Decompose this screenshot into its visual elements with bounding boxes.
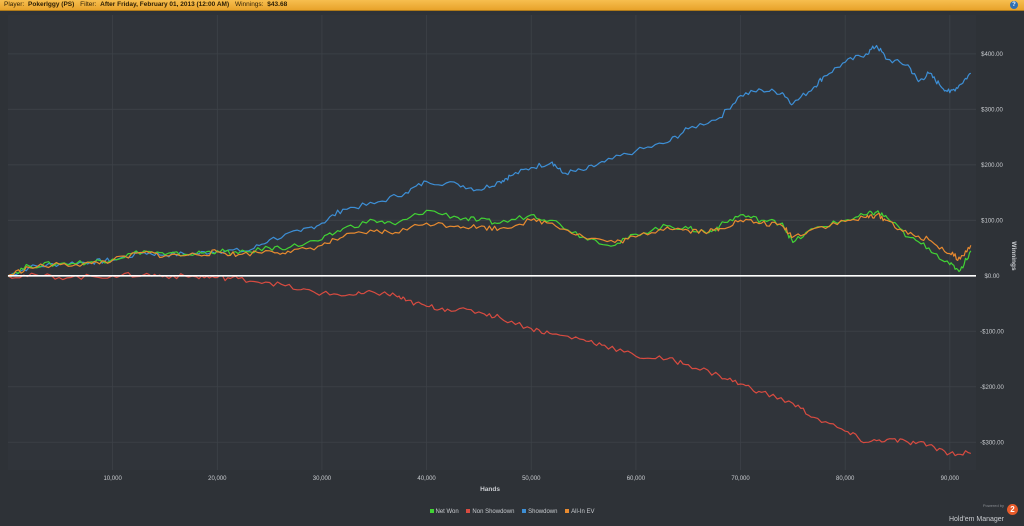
y-tick-label: $300.00 [981, 107, 1003, 113]
legend-swatch [522, 509, 527, 514]
chart-legend: Net Won Non Showdown Showdown All-In EV [0, 509, 1024, 515]
legend-label: Showdown [528, 509, 558, 515]
winnings-value: $43.68 [267, 1, 288, 8]
header-bar: Player: Pokerlggy (PS) Filter: After Fri… [0, 0, 1024, 11]
y-tick-label: $0.00 [984, 274, 1000, 280]
legend-swatch [565, 509, 570, 514]
legend-label: Non Showdown [472, 509, 515, 515]
y-tick-label: $100.00 [981, 218, 1003, 224]
legend-item[interactable]: All-In EV [565, 509, 594, 515]
y-tick-label: $400.00 [981, 52, 1003, 58]
legend-swatch [429, 509, 434, 514]
series-lines [7, 44, 972, 457]
legend-label: Net Won [435, 509, 459, 515]
y-tick-label: $200.00 [981, 163, 1003, 169]
legend-label: All-In EV [571, 509, 595, 515]
brand-badge: Powered by Hold'em Manager 2 [949, 503, 1018, 526]
filter-label: Filter: [80, 1, 97, 8]
y-tick-label: -$200.00 [980, 385, 1004, 391]
legend-swatch [466, 509, 471, 514]
x-tick-label: 20,000 [208, 476, 227, 482]
tick-labels: 10,000 20,000 30,000 40,000 50,000 60,000 70,0… [103, 52, 1004, 482]
x-tick-label: 30,000 [313, 476, 332, 482]
x-tick-label: 70,000 [731, 476, 750, 482]
player-value: Pokerlggy (PS) [28, 1, 75, 8]
grid [8, 15, 976, 470]
brand-logo-icon: 2 [1007, 504, 1018, 515]
legend-item[interactable]: Showdown [522, 509, 557, 515]
x-tick-label: 50,000 [522, 476, 541, 482]
y-axis-label: Winnings [1010, 241, 1017, 271]
series-line-net-won[interactable] [7, 209, 972, 278]
legend-item[interactable]: Net Won [429, 509, 459, 515]
x-tick-label: 40,000 [417, 476, 436, 482]
x-axis-label: Hands [480, 486, 500, 493]
y-tick-label: -$100.00 [980, 329, 1004, 335]
brand-name: Hold'em Manager [948, 516, 1004, 523]
x-tick-label: 10,000 [103, 476, 122, 482]
legend-item[interactable]: Non Showdown [466, 509, 514, 515]
player-label: Player: [4, 1, 25, 8]
x-tick-label: 90,000 [941, 476, 960, 482]
powered-by-text: Powered by [982, 503, 1004, 508]
y-tick-label: -$300.00 [980, 440, 1004, 446]
help-icon[interactable]: ? [1010, 1, 1018, 9]
series-line-all-in-ev[interactable] [7, 212, 972, 277]
filter-value[interactable]: After Friday, February 01, 2013 (12:00 A… [100, 1, 230, 8]
series-line-non-showdown[interactable] [7, 271, 971, 457]
winnings-label: Winnings: [234, 1, 264, 8]
x-tick-label: 80,000 [836, 476, 855, 482]
winnings-chart: 10,000 20,000 30,000 40,000 50,000 60,000 70,0… [7, 15, 1017, 493]
x-tick-label: 60,000 [627, 476, 646, 482]
plot-area [8, 15, 976, 470]
